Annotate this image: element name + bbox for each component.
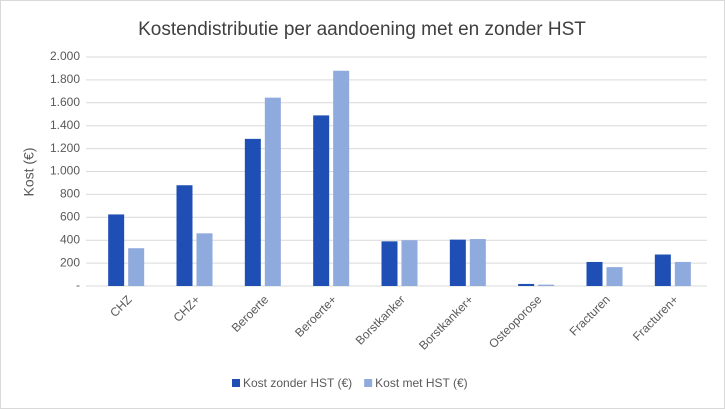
bar <box>401 240 418 286</box>
bar <box>176 185 193 286</box>
y-tick-label: 1.400 <box>50 118 80 132</box>
bar <box>381 241 398 286</box>
bar <box>128 248 145 286</box>
bar <box>264 97 281 287</box>
bar <box>333 70 350 287</box>
y-tick-label: 600 <box>60 209 80 223</box>
bar <box>586 261 603 286</box>
y-tick-label: - <box>76 278 80 292</box>
bar <box>313 115 330 287</box>
y-axis-label: Kost (€) <box>21 147 37 196</box>
bar <box>654 254 671 286</box>
y-tick-label: 1.600 <box>50 95 80 109</box>
legend-label: Kost zonder HST (€) <box>243 376 352 390</box>
y-tick-label: 800 <box>60 187 80 201</box>
y-tick-label: 1.200 <box>50 141 80 155</box>
bar <box>518 283 535 286</box>
bar <box>244 138 261 286</box>
bar <box>538 284 555 286</box>
y-tick-label: 2.000 <box>50 49 80 63</box>
y-tick-label: 200 <box>60 255 80 269</box>
bar <box>449 239 466 286</box>
y-tick-label: 1.800 <box>50 72 80 86</box>
legend-swatch <box>232 379 240 387</box>
legend-swatch <box>364 379 373 387</box>
bar <box>674 261 691 286</box>
y-tick-label: 1.000 <box>50 164 80 178</box>
bar <box>606 267 623 286</box>
bar <box>108 214 125 286</box>
bar <box>196 233 213 286</box>
bar <box>469 239 486 286</box>
legend-label: Kost met HST (€) <box>375 376 467 390</box>
chart-title: Kostendistributie per aandoening met en … <box>138 19 586 40</box>
y-tick-label: 400 <box>60 232 80 246</box>
